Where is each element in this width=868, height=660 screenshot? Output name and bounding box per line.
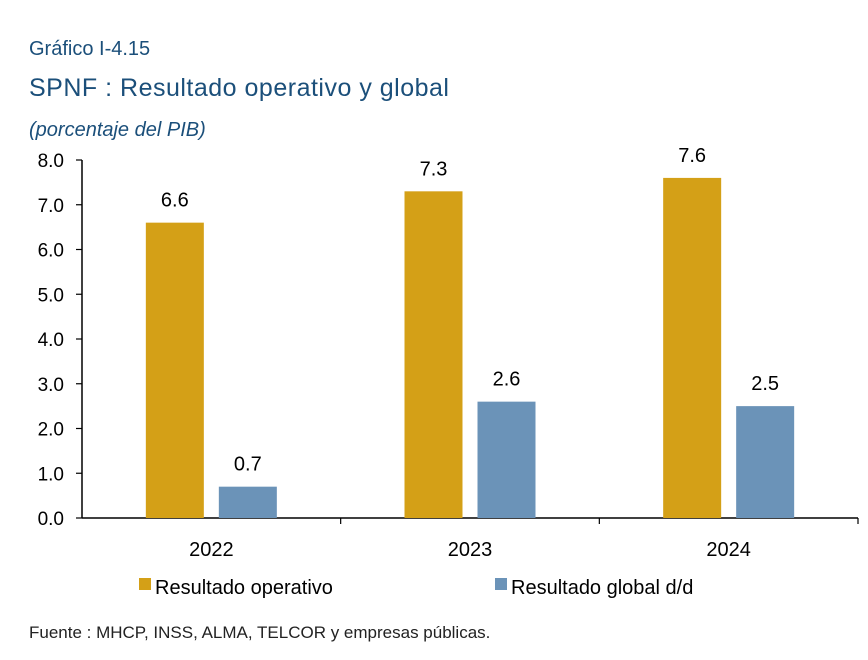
legend-swatch [495,578,507,590]
y-tick-label: 1.0 [38,464,64,485]
y-tick-label: 0.0 [38,509,64,530]
bar [404,191,463,518]
y-tick-label: 5.0 [38,285,64,306]
data-label: 2.5 [751,373,779,395]
chart-kicker: Gráfico I-4.15 [29,38,151,60]
legend-swatch [139,578,151,590]
x-tick-label: 2022 [189,539,234,561]
y-tick-label: 4.0 [38,330,64,351]
bar [218,486,277,518]
y-tick-label: 8.0 [38,151,64,172]
data-label: 2.6 [493,369,521,391]
legend-label: Resultado operativo [155,577,333,599]
data-label: 7.6 [678,145,706,167]
data-label: 7.3 [420,158,448,180]
data-label: 6.6 [161,190,189,212]
x-tick-label: 2024 [706,539,751,561]
bar [145,222,204,518]
bar [736,406,795,518]
x-tick-label: 2023 [448,539,493,561]
data-label: 0.7 [234,454,262,476]
y-tick-label: 6.0 [38,241,64,262]
chart-subtitle: (porcentaje del PIB) [29,119,206,141]
y-tick-label: 3.0 [38,375,64,396]
chart-title: SPNF : Resultado operativo y global [29,74,450,102]
bar [477,401,536,518]
source-note: Fuente : MHCP, INSS, ALMA, TELCOR y empr… [29,623,491,642]
bar [663,177,722,518]
y-tick-label: 7.0 [38,196,64,217]
y-tick-label: 2.0 [38,420,64,441]
legend-label: Resultado global d/d [511,577,693,599]
